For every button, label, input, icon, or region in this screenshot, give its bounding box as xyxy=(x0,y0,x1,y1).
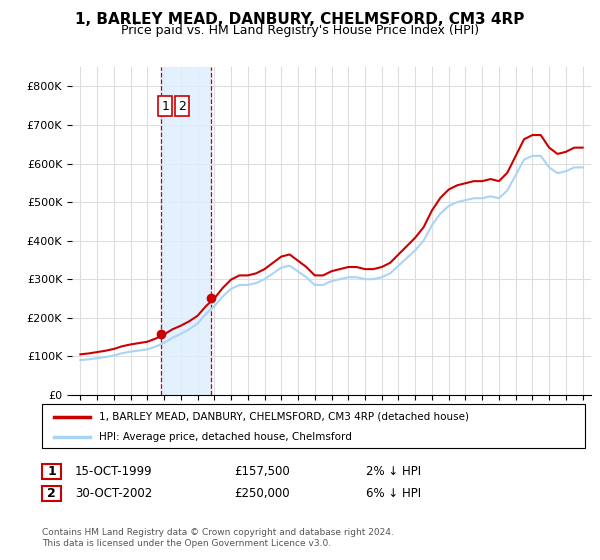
Text: 1: 1 xyxy=(161,100,169,113)
Text: Price paid vs. HM Land Registry's House Price Index (HPI): Price paid vs. HM Land Registry's House … xyxy=(121,24,479,37)
Text: 30-OCT-2002: 30-OCT-2002 xyxy=(75,487,152,501)
Text: 2% ↓ HPI: 2% ↓ HPI xyxy=(366,465,421,478)
Text: 6% ↓ HPI: 6% ↓ HPI xyxy=(366,487,421,501)
Text: 15-OCT-1999: 15-OCT-1999 xyxy=(75,465,152,478)
Bar xyxy=(161,67,211,395)
Text: HPI: Average price, detached house, Chelmsford: HPI: Average price, detached house, Chel… xyxy=(99,432,352,442)
Text: 2: 2 xyxy=(47,487,56,501)
Text: 1, BARLEY MEAD, DANBURY, CHELMSFORD, CM3 4RP (detached house): 1, BARLEY MEAD, DANBURY, CHELMSFORD, CM3… xyxy=(99,412,469,422)
Text: 1, BARLEY MEAD, DANBURY, CHELMSFORD, CM3 4RP: 1, BARLEY MEAD, DANBURY, CHELMSFORD, CM3… xyxy=(76,12,524,27)
Text: Contains HM Land Registry data © Crown copyright and database right 2024.
This d: Contains HM Land Registry data © Crown c… xyxy=(42,528,394,548)
Text: 2: 2 xyxy=(178,100,186,113)
Text: £157,500: £157,500 xyxy=(234,465,290,478)
Text: 1: 1 xyxy=(47,465,56,478)
Text: £250,000: £250,000 xyxy=(234,487,290,501)
